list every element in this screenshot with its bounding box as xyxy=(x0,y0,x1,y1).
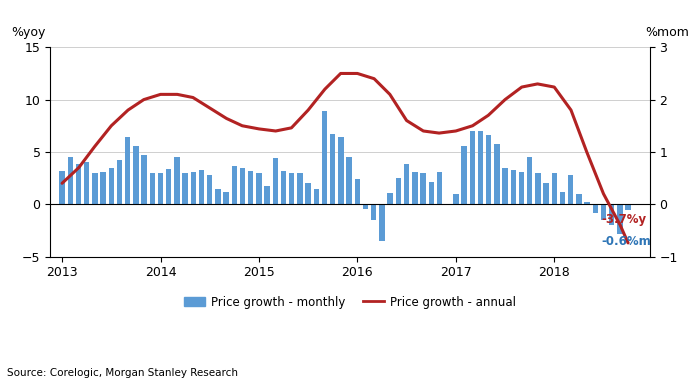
Bar xyxy=(158,173,163,204)
Bar xyxy=(486,135,491,204)
Bar xyxy=(150,173,155,204)
Bar xyxy=(183,173,188,204)
Legend: Price growth - monthly, Price growth - annual: Price growth - monthly, Price growth - a… xyxy=(179,291,521,313)
Text: Source: Corelogic, Morgan Stanley Research: Source: Corelogic, Morgan Stanley Resear… xyxy=(7,368,238,378)
Bar xyxy=(420,173,426,204)
Bar xyxy=(338,137,344,204)
Bar xyxy=(609,204,615,225)
Bar xyxy=(92,173,97,204)
Bar xyxy=(617,204,622,233)
Bar xyxy=(314,188,319,204)
Bar xyxy=(428,182,434,204)
Bar xyxy=(584,202,590,204)
Bar xyxy=(355,179,360,204)
Bar xyxy=(174,157,180,204)
Bar xyxy=(256,173,262,204)
Bar xyxy=(141,155,147,204)
Bar xyxy=(166,169,172,204)
Bar xyxy=(625,204,631,211)
Text: %yoy: %yoy xyxy=(11,26,46,39)
Bar xyxy=(289,173,295,204)
Bar xyxy=(108,168,114,204)
Bar xyxy=(510,170,516,204)
Bar xyxy=(232,166,237,204)
Bar xyxy=(470,131,475,204)
Bar xyxy=(68,157,73,204)
Bar xyxy=(494,144,500,204)
Bar xyxy=(388,193,393,204)
Bar xyxy=(248,171,253,204)
Bar xyxy=(477,131,483,204)
Bar xyxy=(346,157,352,204)
Bar xyxy=(223,192,229,204)
Bar xyxy=(265,187,270,204)
Bar xyxy=(461,146,467,204)
Bar xyxy=(190,172,196,204)
Bar xyxy=(527,157,533,204)
Text: -3.7%y: -3.7%y xyxy=(601,213,647,226)
Bar xyxy=(305,183,311,204)
Bar xyxy=(601,204,606,220)
Bar xyxy=(60,171,65,204)
Bar xyxy=(117,160,122,204)
Bar xyxy=(199,170,204,204)
Bar xyxy=(363,204,368,209)
Bar xyxy=(568,175,573,204)
Bar xyxy=(543,183,549,204)
Bar xyxy=(560,192,565,204)
Bar xyxy=(371,204,377,220)
Bar xyxy=(322,111,328,204)
Bar xyxy=(76,165,81,204)
Bar xyxy=(395,178,401,204)
Text: -0.6%m: -0.6%m xyxy=(601,235,651,248)
Bar xyxy=(412,172,417,204)
Bar xyxy=(453,194,459,204)
Text: %mom: %mom xyxy=(645,26,689,39)
Bar xyxy=(445,204,450,205)
Bar xyxy=(503,168,507,204)
Bar xyxy=(215,188,220,204)
Bar xyxy=(84,162,90,204)
Bar xyxy=(535,173,540,204)
Bar xyxy=(207,175,212,204)
Bar xyxy=(240,168,245,204)
Bar xyxy=(576,194,582,204)
Bar xyxy=(133,146,139,204)
Bar xyxy=(437,172,442,204)
Bar xyxy=(272,158,278,204)
Bar xyxy=(379,204,385,241)
Bar xyxy=(330,134,335,204)
Bar xyxy=(404,165,410,204)
Bar xyxy=(593,204,598,212)
Bar xyxy=(100,172,106,204)
Bar xyxy=(552,173,557,204)
Bar xyxy=(298,173,302,204)
Bar xyxy=(125,137,130,204)
Bar xyxy=(281,171,286,204)
Bar xyxy=(519,172,524,204)
